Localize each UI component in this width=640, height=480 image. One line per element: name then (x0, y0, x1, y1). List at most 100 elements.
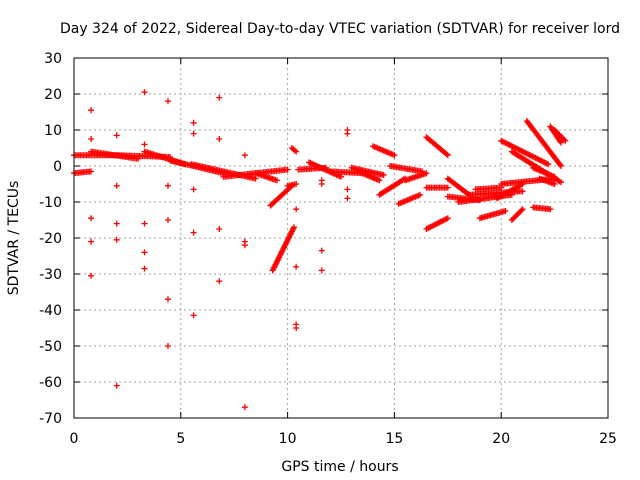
track-point (464, 190, 471, 197)
y-tick-label: -70 (39, 411, 62, 427)
dense-track-30 (472, 184, 505, 193)
dense-track-17 (359, 170, 383, 184)
track-point (561, 136, 568, 143)
track-point (417, 191, 424, 198)
scatter-point-36 (293, 325, 300, 331)
x-axis-label: GPS time / hours (281, 459, 398, 475)
dense-track-20 (376, 175, 409, 198)
y-tick-label: 0 (53, 159, 62, 175)
y-tick-label: -10 (39, 195, 62, 211)
plot-frame (73, 57, 609, 419)
track-point (252, 175, 259, 182)
scatter-point-21 (190, 130, 197, 137)
track-point (518, 207, 525, 214)
dense-track-12 (288, 145, 300, 155)
dense-track-37 (530, 164, 558, 180)
x-tick-label: 5 (176, 431, 185, 447)
scatter-point-20 (190, 119, 197, 126)
scatter-point-19 (164, 343, 171, 349)
dense-track-25 (423, 215, 451, 232)
track-point (293, 148, 300, 155)
scatter-point-33 (293, 206, 300, 213)
x-tick-label: 15 (385, 431, 403, 447)
dense-track-22 (395, 191, 424, 207)
scatter-point-22 (190, 186, 197, 193)
scatter-point-42 (344, 130, 351, 137)
scatter-point-16 (164, 182, 171, 189)
x-tick-label: 10 (279, 431, 297, 447)
scatter-point-3 (88, 238, 95, 245)
dense-track-0 (71, 168, 95, 177)
track-point (558, 163, 565, 169)
scatter-point-40 (318, 267, 325, 274)
scatter-point-6 (113, 182, 120, 189)
track-point (444, 152, 451, 159)
scatter-point-9 (113, 382, 120, 389)
track-point (443, 151, 450, 158)
dense-track-5 (167, 157, 227, 177)
scatter-point-34 (293, 263, 300, 270)
track-point (293, 181, 300, 187)
scatter-point-15 (164, 98, 171, 105)
dense-track-26 (444, 175, 473, 198)
scatter-point-31 (241, 242, 248, 249)
track-point (519, 206, 526, 213)
dense-track-27 (444, 193, 483, 204)
track-point (562, 137, 569, 144)
dense-track-21 (402, 170, 430, 184)
track-point (558, 179, 565, 186)
data-marks (71, 89, 569, 411)
track-point (557, 161, 564, 168)
dense-track-18 (370, 143, 398, 159)
track-point (376, 177, 383, 184)
x-tick-label: 0 (70, 431, 79, 447)
x-tick-label: 20 (492, 431, 510, 447)
dense-track-38 (536, 175, 558, 187)
y-tick-label: -40 (39, 303, 62, 319)
dense-track-8 (252, 170, 280, 184)
scatter-point-5 (113, 132, 120, 139)
y-tick-label: 30 (44, 51, 62, 67)
y-tick-label: 10 (44, 123, 62, 139)
y-tick-label: -30 (39, 267, 62, 283)
scatter-point-29 (241, 152, 248, 159)
track-point (444, 215, 451, 222)
dense-track-39 (523, 118, 565, 169)
x-tick-label: 25 (599, 431, 617, 447)
scatter-point-25 (216, 94, 223, 101)
track-point (547, 206, 554, 213)
track-point (502, 208, 509, 214)
dense-track-23 (423, 134, 451, 159)
track-point (551, 181, 558, 187)
scatter-point-1 (88, 136, 95, 142)
track-point (380, 172, 387, 178)
grid-lines (74, 58, 608, 418)
y-tick-label: 20 (44, 87, 62, 103)
dense-track-19 (387, 163, 426, 175)
chart-title: Day 324 of 2022, Sidereal Day-to-day VTE… (60, 21, 620, 37)
scatter-point-24 (190, 312, 197, 319)
dense-track-40 (530, 204, 554, 213)
y-tick-label: -20 (39, 231, 62, 247)
scatter-point-8 (113, 236, 120, 243)
scatter-point-4 (88, 272, 95, 279)
scatter-point-7 (113, 220, 120, 227)
scatter-point-14 (141, 265, 148, 272)
scatter-point-27 (216, 226, 223, 232)
scatter-point-23 (190, 229, 197, 236)
track-point (519, 188, 526, 195)
y-tick-label: -50 (39, 339, 62, 355)
scatter-point-39 (318, 247, 325, 254)
scatter-point-11 (141, 141, 148, 148)
dense-track-32 (508, 206, 526, 223)
scatter-point-13 (141, 249, 148, 256)
y-axis-label: SDTVAR / TECUs (6, 181, 22, 296)
track-point (291, 224, 298, 231)
track-point (423, 170, 430, 177)
scatter-point-32 (241, 404, 248, 411)
track-point (551, 173, 558, 180)
track-point (444, 184, 451, 191)
track-point (284, 166, 291, 173)
dense-track-16 (348, 164, 387, 178)
